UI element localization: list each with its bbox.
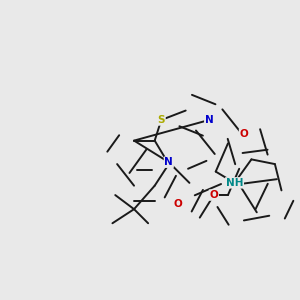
Text: O: O bbox=[209, 190, 218, 200]
Text: N: N bbox=[205, 115, 214, 125]
Text: O: O bbox=[174, 200, 182, 209]
Text: N: N bbox=[164, 157, 173, 167]
Text: O: O bbox=[239, 129, 248, 139]
Text: S: S bbox=[158, 115, 165, 125]
Text: NH: NH bbox=[226, 178, 243, 188]
